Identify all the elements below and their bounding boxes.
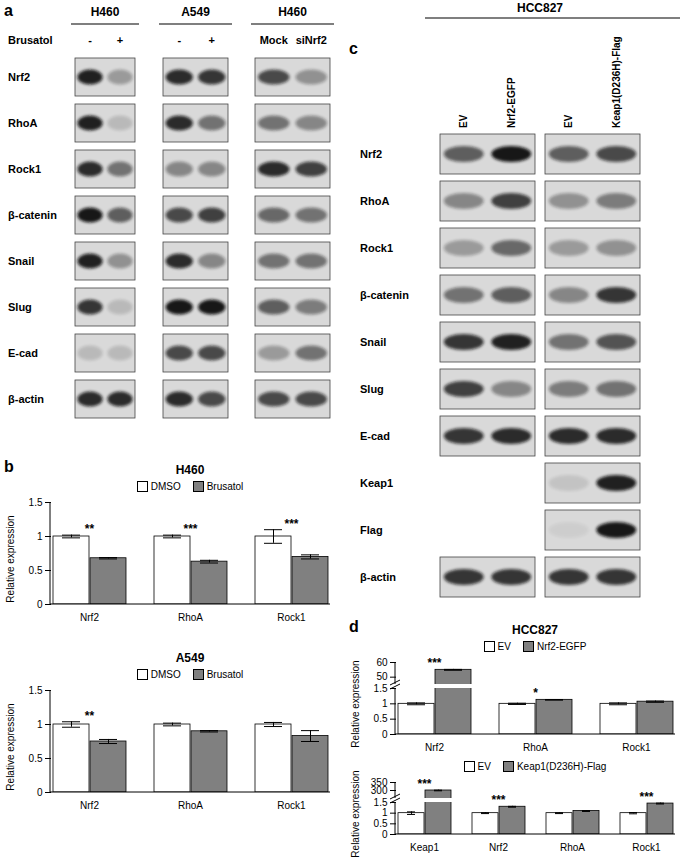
svg-text:Keap1: Keap1 bbox=[360, 477, 393, 489]
html-text:DMSO: DMSO bbox=[150, 668, 181, 680]
svg-text:0: 0 bbox=[382, 829, 388, 840]
svg-text:Rock1: Rock1 bbox=[360, 242, 393, 254]
svg-text:HCC827: HCC827 bbox=[517, 1, 563, 15]
svg-text:1.5: 1.5 bbox=[29, 497, 43, 508]
html-text:HCC827: HCC827 bbox=[512, 623, 558, 637]
svg-text:Brusatol: Brusatol bbox=[8, 34, 53, 46]
svg-text:E-cad: E-cad bbox=[8, 347, 38, 359]
svg-text:a: a bbox=[4, 2, 13, 19]
svg-text:1: 1 bbox=[382, 807, 388, 818]
svg-text:Rock1: Rock1 bbox=[632, 842, 661, 853]
svg-text:β-actin: β-actin bbox=[360, 571, 396, 583]
svg-text:Slug: Slug bbox=[8, 301, 32, 313]
html-text:DMSO: DMSO bbox=[150, 480, 181, 492]
svg-text:Nrf2-EGFP: Nrf2-EGFP bbox=[506, 77, 517, 128]
svg-text:E-cad: E-cad bbox=[360, 430, 390, 442]
svg-text:350: 350 bbox=[371, 777, 388, 788]
svg-text:0.5: 0.5 bbox=[374, 818, 388, 829]
svg-text:1.5: 1.5 bbox=[29, 685, 43, 696]
svg-text:-: - bbox=[88, 34, 92, 46]
svg-text:0.5: 0.5 bbox=[374, 713, 388, 724]
svg-text:***: *** bbox=[491, 793, 505, 807]
svg-text:50: 50 bbox=[376, 671, 388, 682]
svg-text:A549: A549 bbox=[181, 5, 210, 19]
svg-text:β-actin: β-actin bbox=[8, 393, 44, 405]
svg-text:1: 1 bbox=[37, 531, 43, 542]
svg-text:Rock1: Rock1 bbox=[8, 163, 41, 175]
html-text:Brusatol: Brusatol bbox=[206, 480, 244, 492]
svg-text:0: 0 bbox=[37, 599, 43, 610]
html-text:d: d bbox=[349, 618, 359, 635]
html-text:Relative expression: Relative expression bbox=[349, 770, 361, 858]
svg-text:Snail: Snail bbox=[8, 255, 34, 267]
svg-text:Slug: Slug bbox=[360, 383, 384, 395]
html-text:Keap1(D236H)-Flag: Keap1(D236H)-Flag bbox=[516, 760, 607, 772]
svg-text:β-catenin: β-catenin bbox=[360, 289, 409, 301]
svg-text:***: *** bbox=[417, 777, 431, 791]
svg-text:0: 0 bbox=[382, 729, 388, 740]
svg-text:60: 60 bbox=[376, 657, 388, 668]
svg-text:0.5: 0.5 bbox=[29, 753, 43, 764]
svg-text:EV: EV bbox=[458, 114, 469, 128]
svg-text:+: + bbox=[117, 34, 123, 46]
svg-text:RhoA: RhoA bbox=[8, 117, 37, 129]
svg-text:RhoA: RhoA bbox=[360, 195, 389, 207]
html-text:Relative expression: Relative expression bbox=[349, 660, 361, 748]
svg-text:Snail: Snail bbox=[360, 336, 386, 348]
svg-text:1.5: 1.5 bbox=[374, 683, 388, 694]
svg-text:0.5: 0.5 bbox=[29, 565, 43, 576]
svg-text:0: 0 bbox=[37, 787, 43, 798]
html-text:Relative expression: Relative expression bbox=[4, 515, 16, 603]
svg-text:**: ** bbox=[85, 522, 95, 536]
svg-text:*: * bbox=[533, 686, 538, 700]
svg-text:***: *** bbox=[427, 656, 441, 670]
svg-text:β-catenin: β-catenin bbox=[8, 209, 57, 221]
svg-text:***: *** bbox=[183, 522, 197, 536]
svg-text:-: - bbox=[177, 34, 181, 46]
svg-text:H460: H460 bbox=[91, 5, 120, 19]
svg-text:RhoA: RhoA bbox=[178, 800, 203, 811]
html-text:H460: H460 bbox=[175, 463, 205, 477]
svg-text:EV: EV bbox=[563, 114, 574, 128]
svg-text:**: ** bbox=[85, 709, 95, 723]
svg-text:Rock1: Rock1 bbox=[277, 800, 306, 811]
svg-text:c: c bbox=[349, 40, 358, 57]
svg-text:H460: H460 bbox=[278, 5, 307, 19]
svg-text:***: *** bbox=[639, 790, 653, 804]
svg-text:Nrf2: Nrf2 bbox=[425, 742, 444, 753]
svg-text:Keap1(D236H)-Flag: Keap1(D236H)-Flag bbox=[611, 36, 622, 128]
html-text:EV: EV bbox=[477, 760, 491, 772]
svg-text:+: + bbox=[209, 34, 215, 46]
svg-text:1: 1 bbox=[37, 719, 43, 730]
svg-text:Rock1: Rock1 bbox=[277, 612, 306, 623]
svg-text:1.5: 1.5 bbox=[374, 797, 388, 808]
html-text:Nrf2-EGFP: Nrf2-EGFP bbox=[536, 640, 587, 652]
svg-text:Mock: Mock bbox=[260, 34, 289, 46]
svg-text:RhoA: RhoA bbox=[523, 742, 548, 753]
svg-text:RhoA: RhoA bbox=[560, 842, 585, 853]
html-text:EV: EV bbox=[497, 640, 511, 652]
html-text:A549: A549 bbox=[175, 651, 205, 665]
html-text:b: b bbox=[4, 458, 14, 475]
svg-text:Flag: Flag bbox=[360, 524, 383, 536]
svg-text:siNrf2: siNrf2 bbox=[296, 34, 327, 46]
svg-text:300: 300 bbox=[370, 784, 388, 796]
html-text:Relative expression: Relative expression bbox=[4, 703, 16, 791]
svg-text:1: 1 bbox=[382, 698, 388, 709]
svg-text:Nrf2: Nrf2 bbox=[80, 800, 99, 811]
svg-text:RhoA: RhoA bbox=[178, 612, 203, 623]
svg-text:Nrf2: Nrf2 bbox=[8, 71, 30, 83]
svg-text:Nrf2: Nrf2 bbox=[489, 842, 508, 853]
svg-text:Rock1: Rock1 bbox=[622, 742, 651, 753]
html-text:Brusatol: Brusatol bbox=[206, 668, 244, 680]
svg-text:***: *** bbox=[284, 517, 298, 531]
svg-text:Nrf2: Nrf2 bbox=[360, 148, 382, 160]
svg-text:Nrf2: Nrf2 bbox=[80, 612, 99, 623]
svg-text:Keap1: Keap1 bbox=[410, 842, 439, 853]
